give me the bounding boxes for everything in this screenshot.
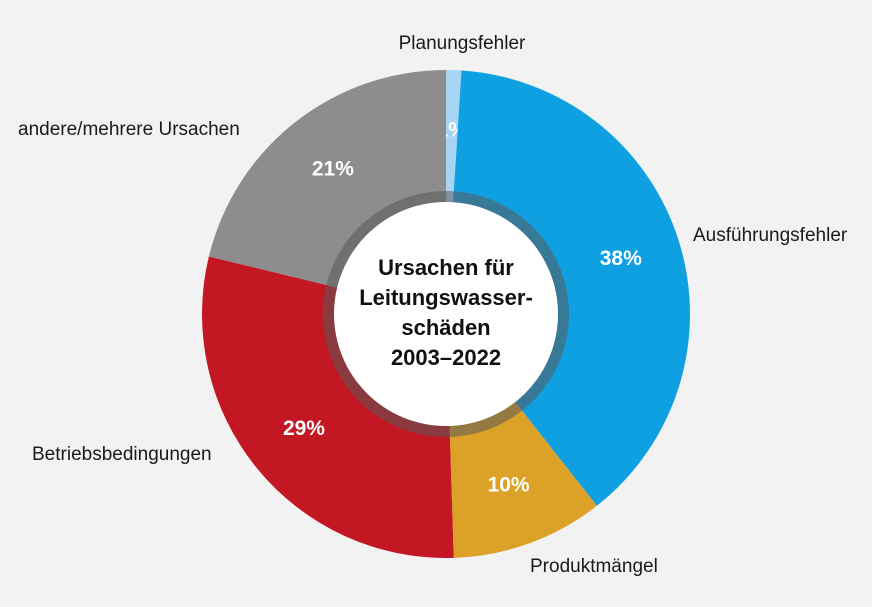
category-label: Planungsfehler — [399, 33, 526, 54]
value-label: 21% — [312, 158, 354, 181]
chart-title: Leitungswasser- — [359, 285, 533, 310]
category-label: andere/mehrere Ursachen — [18, 119, 240, 140]
category-label: Betriebsbedingungen — [32, 444, 212, 465]
value-label: 29% — [283, 417, 325, 440]
value-label: 38% — [600, 247, 642, 270]
value-label: 10% — [488, 474, 530, 497]
category-label: Ausführungsfehler — [693, 225, 848, 246]
chart-title: 2003–2022 — [391, 345, 501, 370]
donut-slice — [446, 70, 690, 506]
donut-hole — [334, 202, 558, 426]
chart-title: Ursachen für — [378, 255, 514, 280]
category-label: Produktmängel — [530, 556, 658, 577]
chart-title: schäden — [401, 315, 490, 340]
